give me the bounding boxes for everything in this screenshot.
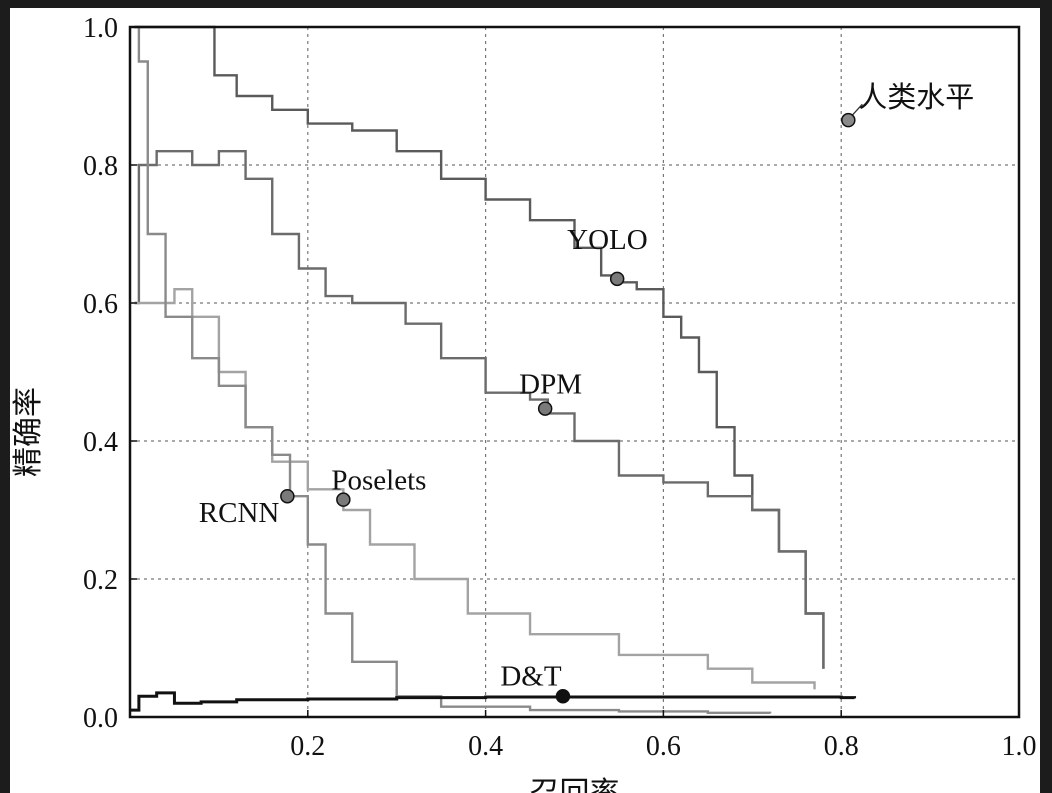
x-tick-label: 0.4 [468, 731, 503, 762]
annotation-leader [851, 103, 863, 116]
y-axis-label: 精确率 [11, 387, 46, 477]
series-line-yolo [134, 25, 825, 669]
series-line-dandt [130, 691, 857, 712]
label-rcnn: RCNN [199, 497, 280, 529]
label-dandt: D&T [500, 660, 562, 692]
series-line-poselets [134, 288, 816, 690]
label-dpm: DPM [519, 369, 582, 401]
marker-human-level [841, 112, 856, 128]
x-tick-label: 0.6 [646, 731, 681, 762]
marker-poselets [336, 492, 351, 507]
series-labels: YOLO DPM Poselets RCNN D&T 人类水平 [199, 80, 974, 704]
marker-rcnn [280, 488, 295, 504]
marker-dandt [555, 689, 571, 704]
series-line-rcnn [134, 25, 772, 715]
label-poselets: Poselets [331, 465, 426, 497]
x-axis-label: 召回率 [530, 776, 620, 793]
tick-labels: 0.2 0.4 0.6 0.8 1.0 0.0 0.2 0.4 0.6 0.8 1.0 [83, 13, 1037, 762]
x-tick-label: 0.8 [824, 731, 859, 762]
y-tick-label: 0.2 [83, 565, 118, 596]
plot-background [10, 8, 1040, 793]
y-tick-label: 0.6 [83, 289, 118, 320]
series-line-dpm [134, 150, 825, 669]
plot-frame [128, 25, 1021, 719]
y-tick-label: 0.8 [83, 151, 118, 182]
series [130, 25, 857, 715]
y-tick-label: 0.0 [83, 703, 118, 734]
label-human-level: 人类水平 [858, 80, 974, 114]
y-tick-label: 0.4 [83, 427, 118, 458]
x-tick-label: 0.2 [290, 731, 325, 762]
x-tick-label: 1.0 [1002, 731, 1037, 762]
y-tick-label: 1.0 [83, 13, 118, 44]
marker-dpm [537, 401, 553, 416]
label-yolo: YOLO [567, 224, 648, 256]
marker-yolo [609, 271, 625, 287]
